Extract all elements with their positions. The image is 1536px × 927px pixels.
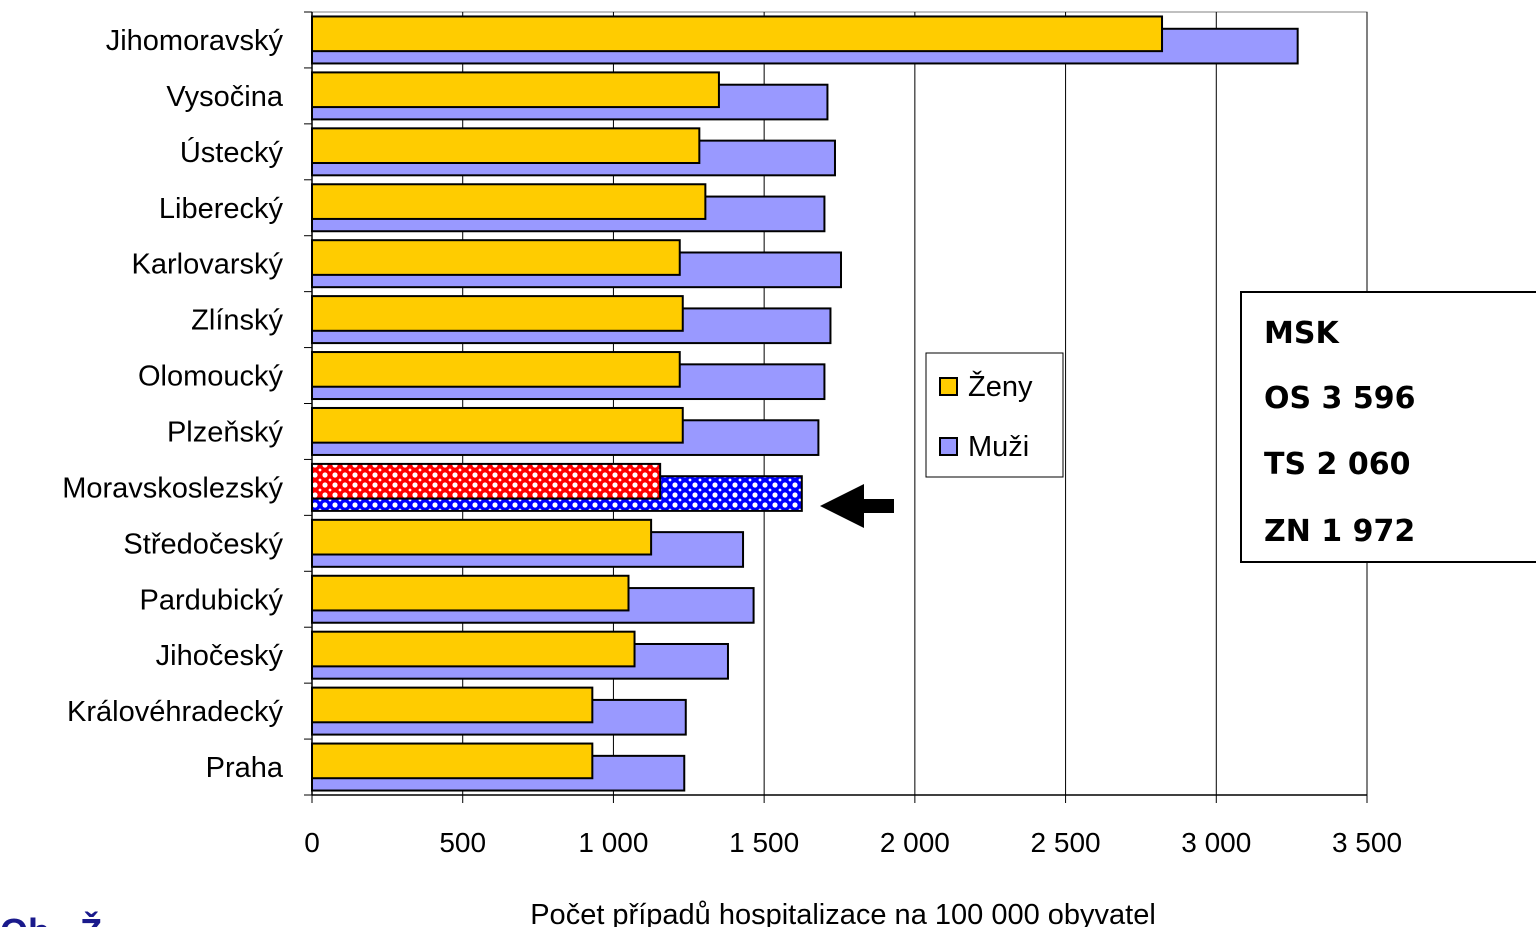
category-label: Plzeňský [167, 416, 284, 448]
category-label: Královéhradecký [67, 696, 283, 728]
bar-zeny [311, 742, 594, 780]
footer-fragment: Ob Ž [0, 910, 102, 927]
info-box-frame [1240, 291, 1536, 563]
bar-zeny [311, 574, 630, 612]
legend: Ženy Muži [925, 352, 1064, 478]
bars [311, 15, 1299, 792]
info-line-zn: ZN 1 972 [1264, 514, 1415, 549]
arrow-icon [820, 484, 894, 528]
category-label: Jihočeský [156, 640, 284, 672]
legend-label: Ženy [968, 370, 1033, 403]
category-label: Jihomoravský [106, 25, 284, 57]
category-label: Pardubický [140, 584, 284, 616]
info-box: MSK OS 3 596 TS 2 060 ZN 1 972 [1240, 291, 1536, 563]
x-tick-label: 0 [304, 827, 320, 858]
category-label: Praha [206, 752, 284, 784]
bar-zeny [311, 518, 653, 556]
info-line-msk: MSK [1264, 316, 1340, 351]
tick-labels: 0 500 1 000 1 500 2 000 2 500 3 000 3 500 [304, 827, 1402, 858]
x-tick-label: 3 000 [1181, 827, 1251, 858]
bar-zeny [311, 239, 681, 276]
category-label: Olomoucký [138, 361, 284, 393]
category-label: Středočeský [123, 528, 283, 560]
x-tick-label: 1 000 [578, 827, 648, 858]
x-tick-label: 2 000 [880, 827, 950, 858]
bar-zeny [311, 183, 707, 220]
bar-zeny [311, 15, 1164, 53]
category-label: Ústecký [180, 136, 284, 169]
bar-zeny [311, 71, 720, 109]
bar-zeny [311, 127, 701, 165]
info-line-ts: TS 2 060 [1264, 447, 1410, 482]
category-label: Vysočina [166, 81, 283, 113]
bar-zeny [311, 406, 684, 444]
bar-zeny [311, 630, 636, 668]
category-label: Karlovarský [132, 249, 284, 281]
x-tick-label: 3 500 [1332, 827, 1402, 858]
category-label: Moravskoslezský [62, 472, 283, 504]
legend-frame [925, 352, 1064, 478]
x-tick-label: 500 [439, 827, 486, 858]
info-line-os: OS 3 596 [1264, 381, 1416, 416]
axes [304, 11, 1368, 803]
bar-zeny [311, 295, 684, 332]
x-tick-label: 2 500 [1031, 827, 1101, 858]
x-axis-title: Počet případů hospitalizace na 100 000 o… [530, 899, 1156, 927]
category-labels: Jihomoravský Vysočina Ústecký Liberecký Karl… [62, 25, 284, 784]
legend-swatch [939, 377, 958, 396]
category-label: Liberecký [159, 193, 284, 225]
bar-zeny [311, 686, 594, 724]
bar-zeny [311, 462, 662, 500]
bar-zeny [311, 351, 681, 388]
category-label: Zlínský [191, 305, 283, 337]
arrow-annotation [820, 484, 894, 528]
legend-label: Muži [968, 431, 1029, 463]
legend-swatch [939, 437, 958, 456]
x-tick-label: 1 500 [729, 827, 799, 858]
